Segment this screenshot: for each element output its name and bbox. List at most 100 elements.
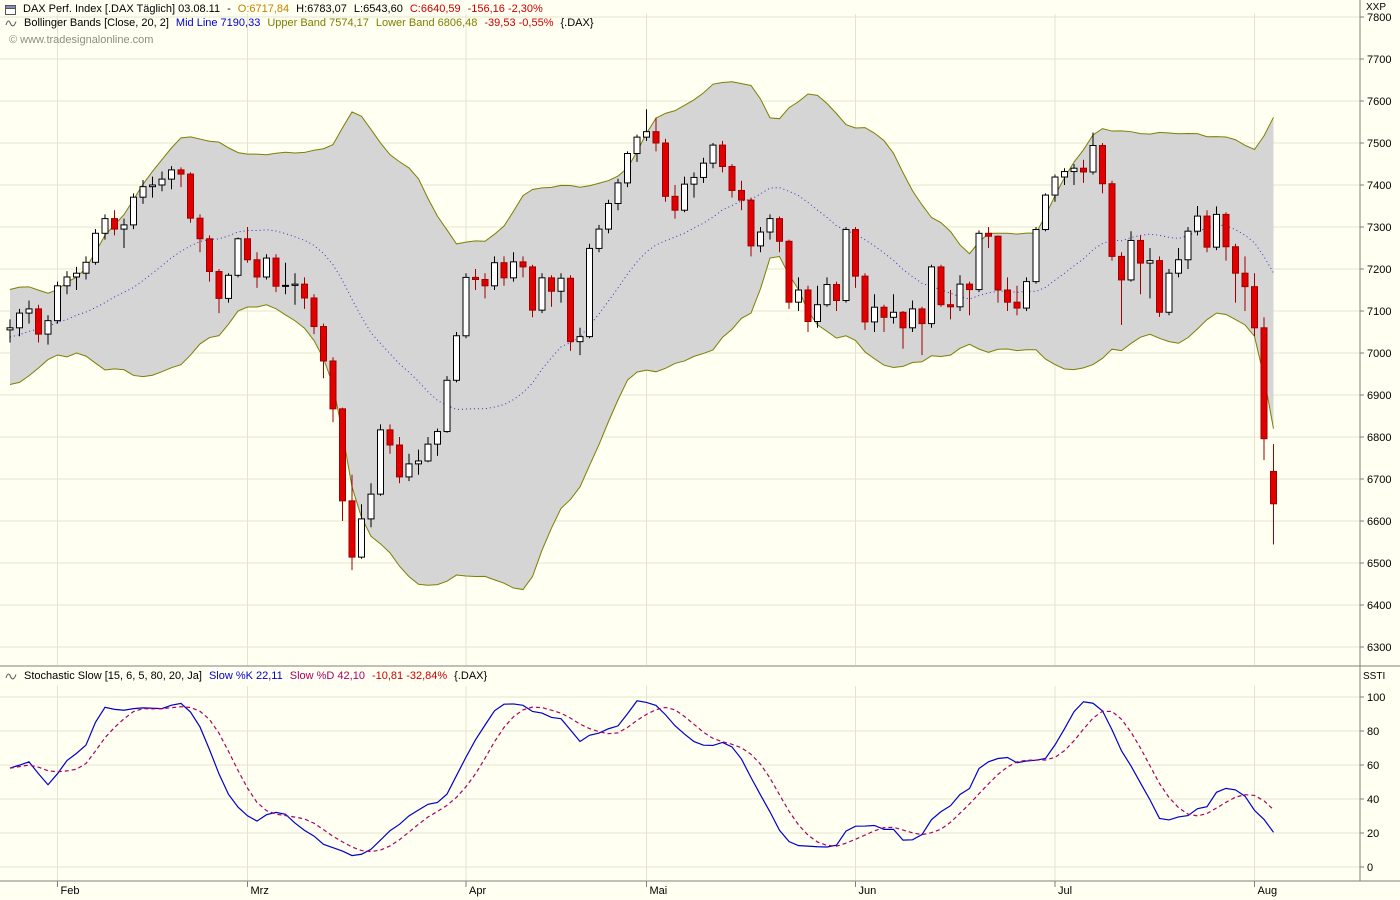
candle [614, 178, 622, 211]
candle [595, 224, 603, 253]
candle [101, 214, 109, 240]
candle [880, 304, 888, 332]
candle [1165, 269, 1173, 316]
candle [1213, 206, 1220, 251]
indicator-squiggle-icon [5, 19, 17, 28]
candle [1070, 164, 1078, 185]
bollinger-mid-value: Mid Line 7190,33 [175, 17, 261, 29]
candle [709, 143, 717, 169]
candle [937, 264, 945, 307]
candle [1184, 227, 1192, 269]
candle [586, 243, 593, 339]
candle [1251, 273, 1258, 337]
candle [225, 273, 232, 303]
candle [291, 273, 299, 305]
candle [681, 176, 688, 213]
candle [215, 269, 223, 314]
price-axis-label: 6400 [1367, 600, 1391, 612]
candle [177, 167, 185, 188]
candle [453, 332, 460, 383]
candle [1004, 277, 1011, 311]
candle [662, 138, 669, 202]
candle [358, 504, 365, 559]
stoch-axis-label: 0 [1367, 862, 1373, 874]
stoch-axis-label: 80 [1367, 726, 1379, 738]
candle [766, 214, 774, 240]
candle [348, 474, 356, 571]
candles [6, 109, 1277, 571]
candle [386, 424, 394, 454]
candle [44, 315, 52, 345]
candle [462, 273, 470, 339]
candle [282, 262, 289, 295]
candle [795, 277, 802, 311]
bollinger-lower-value: Lower Band 6806,48 [375, 17, 478, 29]
watermark: © www.tradesignalonline.com [9, 34, 154, 46]
candle [814, 285, 821, 328]
candle [82, 256, 90, 280]
candle [1118, 252, 1125, 325]
candle [272, 254, 280, 293]
bollinger-band-area [10, 81, 1274, 590]
candle [320, 323, 327, 379]
price-axis-label: 7700 [1367, 54, 1391, 66]
candle [244, 227, 251, 263]
candle [871, 294, 878, 332]
candle [310, 294, 318, 335]
candle [1146, 248, 1154, 299]
month-axis-label: Jul [1058, 885, 1072, 897]
candle [719, 140, 726, 173]
candle [367, 483, 375, 528]
candle [120, 218, 128, 248]
indicator-squiggle-icon [5, 672, 17, 681]
candle [1108, 180, 1116, 261]
candle [405, 453, 413, 482]
price-axis-label: 6800 [1367, 432, 1391, 444]
candle [671, 185, 679, 219]
close-value: C:6640,59 [409, 3, 461, 15]
candle [861, 273, 869, 330]
candle [994, 235, 1002, 303]
candle [643, 109, 650, 141]
candle [206, 235, 213, 282]
bollinger-upper-line [9, 81, 1274, 294]
candle [548, 275, 555, 307]
candle [1042, 193, 1049, 232]
candle [652, 117, 660, 152]
candle [538, 273, 546, 314]
candle [139, 179, 147, 204]
candle [168, 166, 175, 190]
candle [785, 239, 793, 309]
price-axis-label: 7200 [1367, 264, 1391, 276]
candle [234, 237, 242, 278]
price-axis-label: 6500 [1367, 558, 1391, 570]
candle [481, 273, 489, 299]
month-axis-label: Mai [650, 885, 668, 897]
candle [63, 271, 71, 295]
candle [899, 311, 907, 349]
candle [196, 214, 204, 253]
candle [329, 357, 337, 423]
candle [1260, 317, 1268, 461]
candle [804, 285, 812, 332]
candle [377, 424, 384, 496]
candle [557, 273, 565, 303]
stochastic-symbol: {.DAX} [454, 670, 488, 682]
price-axis-label: 7800 [1367, 12, 1391, 24]
candle [396, 437, 403, 484]
price-axis-label: 7500 [1367, 138, 1391, 150]
chart-title: DAX Perf. Index [.DAX Täglich] 03.08.11 [23, 3, 221, 15]
month-axis-label: Aug [1258, 885, 1278, 897]
candle [576, 327, 584, 356]
candle [947, 290, 954, 320]
candle [1051, 174, 1059, 202]
candle [339, 407, 346, 521]
candle [1127, 231, 1135, 282]
candle [738, 180, 745, 211]
stoch-axis-label: 40 [1367, 794, 1379, 806]
candle [434, 428, 441, 456]
candle [510, 252, 517, 282]
candle [823, 277, 831, 307]
